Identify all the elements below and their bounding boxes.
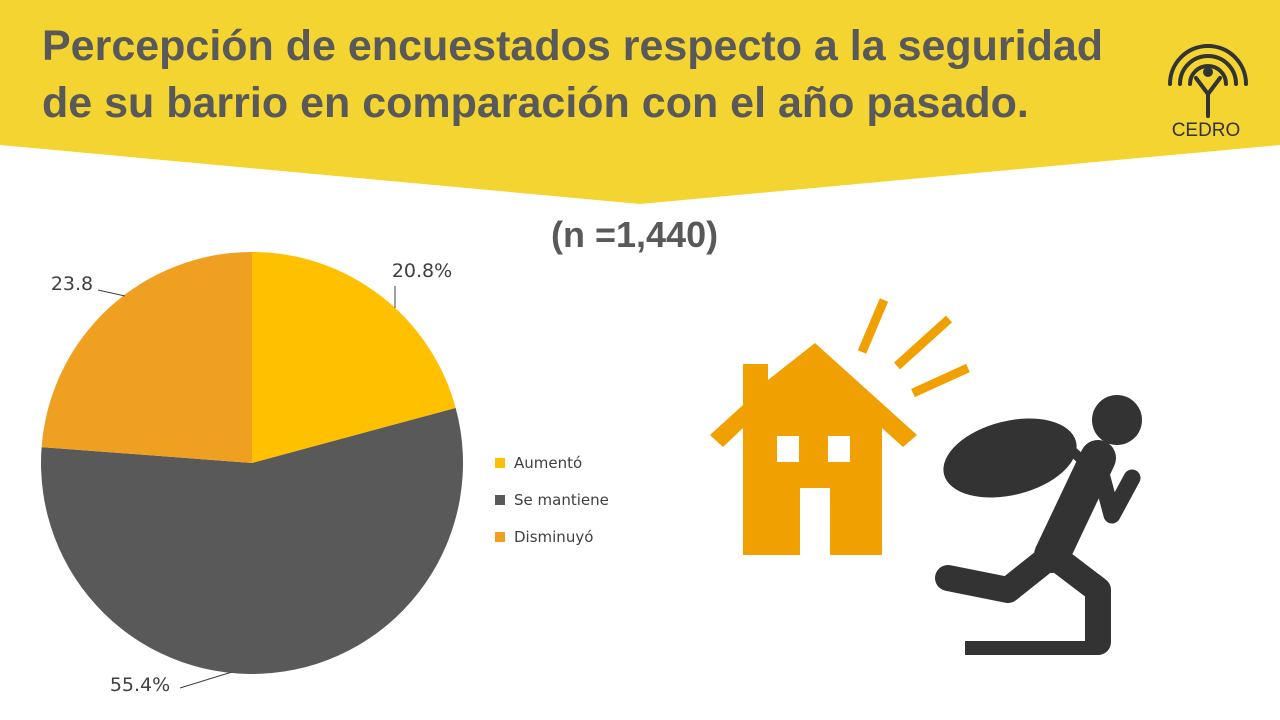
chart-subtitle: (n =1,440) xyxy=(551,214,719,255)
title-line-2: de su barrio en comparación con el año p… xyxy=(42,79,1029,127)
page-title: Percepción de encuestados respecto a la … xyxy=(42,18,1142,132)
cedro-logo: CEDRO xyxy=(1168,44,1248,141)
burglary-illustration xyxy=(710,298,1142,655)
chart-legend: Aumentó Se mantiene Disminuyó xyxy=(495,444,609,555)
pie-chart: 20.8% 55.4% 23.8 xyxy=(41,252,464,696)
data-label-2: 23.8 xyxy=(51,273,93,295)
legend-item: Disminuyó xyxy=(495,518,609,555)
legend-label: Se mantiene xyxy=(514,490,609,509)
legend-swatch xyxy=(495,494,505,505)
leader-line-2 xyxy=(97,289,126,297)
pie-slice-1 xyxy=(41,407,464,674)
header-banner xyxy=(0,0,1280,204)
logo-text: CEDRO xyxy=(1172,120,1241,141)
alert-lines-icon xyxy=(857,298,970,398)
legend-item: Se mantiene xyxy=(495,481,609,518)
legend-label: Disminuyó xyxy=(514,527,594,546)
leader-line-1 xyxy=(179,671,233,689)
house-icon xyxy=(710,343,917,555)
legend-item: Aumentó xyxy=(495,444,609,481)
pie-slice-0 xyxy=(252,252,456,463)
legend-label: Aumentó xyxy=(514,453,583,472)
burglar-icon xyxy=(935,395,1142,655)
data-label-1: 55.4% xyxy=(110,674,170,696)
pie-slice-2 xyxy=(41,252,252,463)
legend-swatch xyxy=(495,531,505,542)
legend-swatch xyxy=(495,457,505,468)
data-label-0: 20.8% xyxy=(392,260,452,282)
title-line-1: Percepción de encuestados respecto a la … xyxy=(42,22,1104,70)
